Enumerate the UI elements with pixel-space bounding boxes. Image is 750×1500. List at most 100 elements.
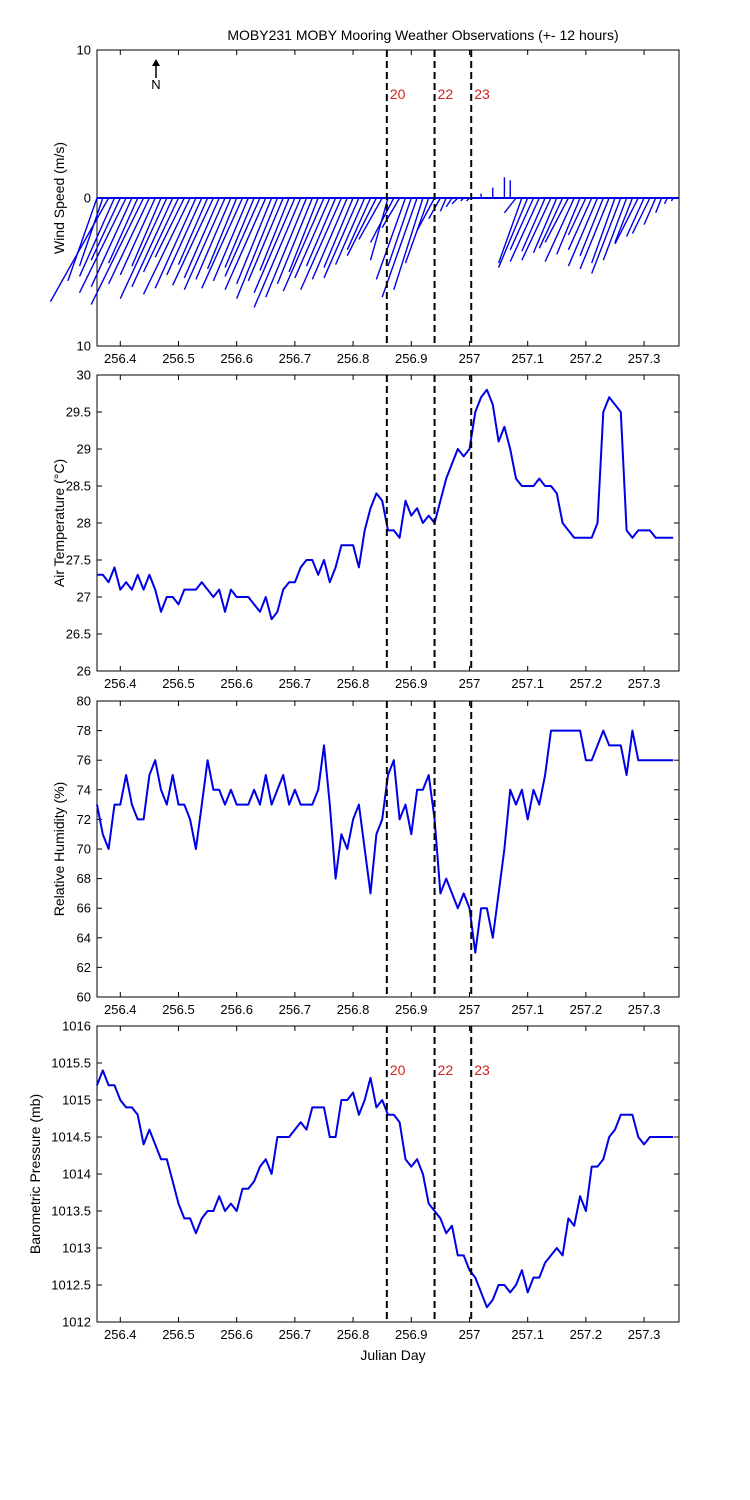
wind-stick <box>567 197 587 236</box>
wind-stick <box>236 197 279 299</box>
wind-stick <box>201 197 244 289</box>
x-tick-label: 256.6 <box>220 1327 253 1342</box>
wind-stick <box>346 197 377 257</box>
wind-stick <box>108 197 151 285</box>
x-tick-label: 257 <box>459 676 481 691</box>
wind-stick <box>265 197 308 298</box>
wind-stick <box>300 197 343 291</box>
y-tick-label: 76 <box>77 753 91 768</box>
y-tick-label: 1012.5 <box>51 1278 91 1293</box>
wind-stick <box>614 197 639 245</box>
wind-stick <box>142 197 180 273</box>
wind-stick <box>655 197 663 214</box>
wind-stick <box>253 197 296 293</box>
x-tick-label: 257.1 <box>511 676 544 691</box>
x-tick-label: 256.7 <box>279 1002 312 1017</box>
north-indicator: N <box>151 59 161 92</box>
y-tick-label: 70 <box>77 842 91 857</box>
x-tick-label: 256.9 <box>395 1327 428 1342</box>
chart-title: MOBY231 MOBY Mooring Weather Observation… <box>227 27 618 43</box>
wind-stick <box>78 197 116 277</box>
wind-speed-panel: 256.4 256.5 256.6 256.7 256.8 256.9 257 257.1 25… <box>49 43 680 366</box>
wind-stick <box>579 197 604 256</box>
wind-stick <box>276 197 313 285</box>
y-tick-label: 1014.5 <box>51 1130 91 1145</box>
event-label: 22 <box>438 86 454 102</box>
wind-stick <box>236 197 273 285</box>
wind-stick <box>183 197 220 279</box>
wind-stick <box>131 197 162 267</box>
wind-stick <box>460 197 465 202</box>
x-axis-label: Julian Day <box>360 1347 425 1363</box>
wind-stick <box>154 197 185 258</box>
wind-stick <box>67 197 98 282</box>
north-arrowhead-icon <box>152 59 160 66</box>
wind-stick <box>532 197 558 254</box>
x-tick-label: 256.7 <box>279 1327 312 1342</box>
y-tick-label: 1016 <box>62 1019 91 1034</box>
y-tick-label: 1012 <box>62 1315 91 1330</box>
event-label: 20 <box>390 86 406 102</box>
y-tick-label: 26.5 <box>66 627 91 642</box>
wind-stick <box>445 197 453 208</box>
x-tick-label: 256.9 <box>395 351 428 366</box>
wind-stick <box>614 197 634 243</box>
x-tick-label: 256.8 <box>337 1002 370 1017</box>
wind-stick <box>224 197 261 277</box>
wind-stick <box>381 197 418 298</box>
y-tick-label: 27 <box>77 590 91 605</box>
wind-stick <box>556 197 581 255</box>
event-label: 20 <box>390 1062 406 1078</box>
wind-stick <box>643 197 657 225</box>
wind-stick <box>195 197 232 280</box>
y-tick-label: 29 <box>77 442 91 457</box>
x-tick-label: 257.1 <box>511 351 544 366</box>
wind-stick <box>466 197 470 202</box>
y-tick-label: 64 <box>77 930 91 945</box>
wind-stick <box>288 197 319 273</box>
x-tick-label: 257.2 <box>570 351 603 366</box>
wind-stick <box>305 197 337 267</box>
wind-stick <box>78 197 104 267</box>
wind-stick <box>294 197 331 279</box>
x-tick-label: 256.8 <box>337 676 370 691</box>
y-tick-label: 0 <box>84 191 91 206</box>
wind-stick <box>154 197 197 289</box>
y-tick-label: 27.5 <box>66 553 91 568</box>
relative-humidity-panel: 256.4 256.5 256.6 256.7 256.8 256.9 257 257.1 25… <box>51 694 680 1017</box>
data-series-line <box>96 729 674 954</box>
y-tick-label: 72 <box>77 812 91 827</box>
wind-stick <box>602 197 628 261</box>
wind-stick <box>544 197 570 243</box>
y-axis-label: Barometric Pressure (mb) <box>27 1094 43 1254</box>
wind-stick <box>177 197 209 265</box>
wind-stick <box>387 197 412 267</box>
barometric-pressure-panel: 256.4 256.5 256.6 256.7 256.8 256.9 257 257.1 25… <box>27 1019 680 1342</box>
wind-stick <box>503 197 517 214</box>
wind-stick <box>49 197 110 302</box>
x-tick-label: 256.4 <box>104 1002 137 1017</box>
wind-stick <box>497 197 529 268</box>
wind-stick <box>567 197 599 267</box>
wind-stick <box>346 197 372 251</box>
y-tick-label: 62 <box>77 960 91 975</box>
wind-stick <box>166 197 203 276</box>
y-axis-label: Relative Humidity (%) <box>51 782 67 917</box>
wind-stick <box>282 197 325 292</box>
y-tick-label: 29.5 <box>66 405 91 420</box>
y-tick-label: 1013 <box>62 1241 91 1256</box>
x-tick-label: 256.4 <box>104 1327 137 1342</box>
wind-stick <box>393 197 424 290</box>
y-tick-label: 80 <box>77 694 91 709</box>
x-tick-label: 256.5 <box>162 1327 195 1342</box>
wind-stick <box>224 197 267 291</box>
x-tick-label: 257.3 <box>628 1002 661 1017</box>
wind-stick <box>323 197 360 279</box>
wind-stick <box>404 197 430 264</box>
plot-frame <box>96 374 680 672</box>
wind-stick <box>358 197 383 240</box>
y-tick-label: 60 <box>77 990 91 1005</box>
y-tick-label: 28.5 <box>66 479 91 494</box>
wind-stick <box>451 197 459 205</box>
